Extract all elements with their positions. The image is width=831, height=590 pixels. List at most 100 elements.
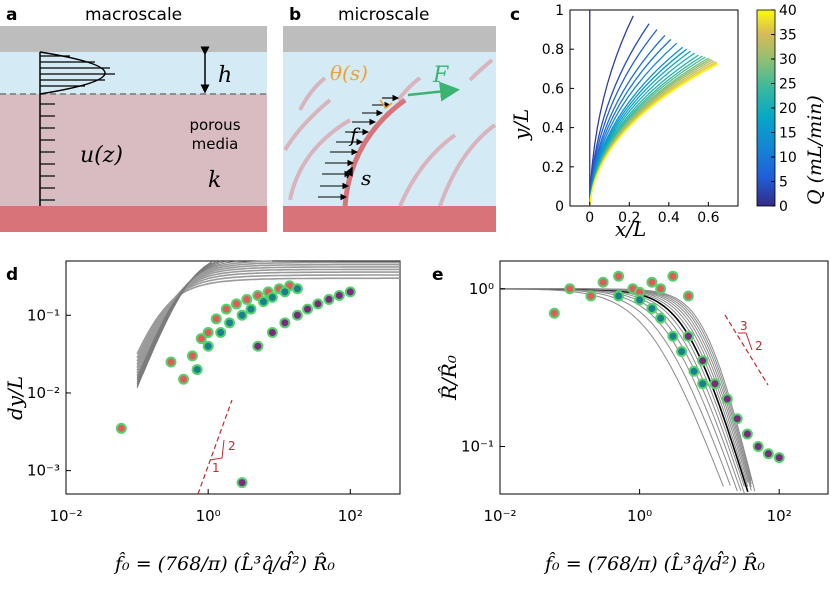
- panel-e-slope-line: [724, 314, 769, 386]
- panel-e-xticks: 10⁻² 10⁰ 10²: [483, 489, 792, 525]
- panel-d-xlabel: f̂₀ = (768/π) (L̂³q̂/d̂²) R̂₀: [113, 550, 335, 575]
- panel-e-ylabel: R̂/R̂₀: [437, 355, 461, 401]
- panel-d-ylabel: dy/L: [3, 376, 27, 420]
- s-label: s: [361, 166, 371, 190]
- d-point-teal-3: [224, 317, 236, 329]
- e-xtick-label-1: 10⁰: [627, 507, 652, 525]
- d-point-purple-9: [344, 286, 356, 298]
- panel-e-letter: e: [432, 265, 444, 285]
- e-ytick-label-0: 10⁻¹: [461, 438, 494, 456]
- e-point-red-10: [682, 290, 694, 302]
- panel-d-slope-den: 1: [212, 461, 220, 475]
- panel-d-slope-num: 2: [228, 439, 236, 453]
- e-model-curve-13: [500, 288, 756, 492]
- e-point-purple-3: [721, 393, 733, 405]
- d-point-purple-7: [323, 293, 335, 305]
- c-curve-20: [589, 63, 719, 207]
- d-point-red-4: [195, 333, 207, 345]
- cb-tick-label-7: 35: [779, 28, 797, 44]
- e-point-red-1: [564, 283, 576, 295]
- panel-e-slope-num: 3: [740, 319, 748, 333]
- c-ytick-label-1: 0.2: [542, 160, 564, 176]
- e-point-red-7: [646, 276, 658, 288]
- e-point-red-8: [655, 283, 667, 295]
- k-label: k: [208, 168, 221, 193]
- d-point-teal-6: [257, 296, 269, 308]
- porous-label-2: media: [192, 135, 239, 153]
- e-point-teal-3: [655, 312, 667, 324]
- panel-d-xticks: 10⁻² 10⁰ 10²: [49, 489, 363, 525]
- theta-marker: [379, 99, 393, 110]
- cb-tick-label-2: 10: [779, 150, 797, 166]
- d-ytick-label-0: 10⁻³: [27, 462, 60, 480]
- d-point-teal-1: [202, 340, 214, 352]
- c-ytick-label-2: 0.4: [542, 121, 564, 137]
- d-ytick-label-1: 10⁻²: [27, 384, 60, 402]
- panel-b-fluid: [283, 52, 496, 206]
- velocity-profile-curve: [39, 51, 106, 95]
- e-point-teal-2: [646, 302, 658, 314]
- d-model-curve-13: [136, 261, 212, 388]
- c-xtick-label-0: 0: [585, 210, 594, 226]
- panel-c-letter: c: [510, 5, 520, 25]
- theta-label: θ(s): [330, 61, 368, 85]
- panel-e-points: [548, 270, 785, 464]
- e-point-red-3: [597, 276, 609, 288]
- d-point-teal-9: [291, 283, 303, 295]
- c-xtick-label-1: 0.2: [618, 210, 640, 226]
- cb-tick-label-4: 20: [779, 101, 797, 117]
- cb-tick-label-3: 15: [779, 126, 797, 142]
- e-point-red-0: [548, 307, 560, 319]
- d-point-red-6: [210, 313, 222, 325]
- panel-c-curves: [589, 10, 719, 207]
- uz-label: u(z): [80, 143, 123, 168]
- d-point-teal-0: [191, 364, 203, 376]
- d-point-teal-4: [236, 309, 248, 321]
- panel-d-slope-triangle: [209, 439, 225, 461]
- c-ytick-label-3: 0.6: [542, 81, 564, 97]
- e-point-purple-5: [741, 428, 753, 440]
- profile-arrows: [40, 55, 115, 201]
- panel-a: a macroscale h u(z) porous media k: [0, 5, 267, 232]
- panel-c-yticks: 0 0.2 0.4 0.6 0.8 1: [542, 3, 574, 215]
- d-xtick-label-2: 10²: [338, 507, 363, 525]
- e-xtick-label-2: 10²: [767, 507, 792, 525]
- panel-e-xlabel: f̂₀ = (768/π) (L̂³q̂/d̂²) R̂₀: [543, 550, 765, 575]
- e-point-purple-2: [709, 378, 721, 390]
- d-point-teal-2: [215, 327, 227, 339]
- panel-c-xlabel: x/L: [615, 217, 646, 241]
- d-point-red-3: [186, 350, 198, 362]
- panel-d: d 10⁻² 10⁰ 10² 10⁻³ 10⁻² 10⁻¹ 2 1 f̂₀ = (768…: [3, 260, 401, 575]
- d-point-purple-2: [266, 327, 278, 339]
- d-point-purple-3: [279, 317, 291, 329]
- panel-d-points: [115, 280, 356, 489]
- panel-d-model-curves: [136, 260, 401, 388]
- panel-c-xticks: 0 0.2 0.4 0.6: [585, 202, 720, 226]
- panel-a-letter: a: [6, 5, 17, 25]
- panel-b-letter: b: [289, 5, 301, 25]
- e-ytick-label-1: 10⁰: [469, 280, 494, 298]
- d-point-red-1: [165, 356, 177, 368]
- e-point-teal-0: [613, 290, 625, 302]
- colorbar-ticks: 0 5 10 15 20 25 30 35 40: [771, 3, 797, 215]
- d-point-red-5: [202, 327, 214, 339]
- e-point-teal-5: [676, 346, 688, 358]
- c-ytick-label-4: 0.8: [542, 42, 564, 58]
- e-point-red-4: [613, 270, 625, 282]
- panel-a-fluid-layer: [0, 52, 267, 94]
- panel-a-top-wall: [0, 26, 267, 52]
- panel-c: c 0 0.2 0.4 0.6 0 0.2 0.4 0.6 0.8 1 x/L y/L 0 5 10…: [509, 3, 826, 241]
- d-point-teal-8: [279, 286, 291, 298]
- panel-d-letter: d: [6, 265, 18, 285]
- panel-e-slope-triangle: [738, 332, 753, 351]
- porous-label-1: porous: [189, 116, 240, 134]
- cb-tick-label-0: 0: [779, 199, 788, 215]
- c-xtick-label-3: 0.6: [697, 210, 719, 226]
- c-ytick-label-0: 0: [555, 199, 564, 215]
- d-point-purple-8: [333, 289, 345, 301]
- main-fiber: [342, 97, 407, 207]
- cb-tick-label-5: 25: [779, 77, 797, 93]
- d-point-red-7: [220, 303, 232, 315]
- panel-b-base: [283, 206, 496, 232]
- e-point-purple-8: [773, 452, 785, 464]
